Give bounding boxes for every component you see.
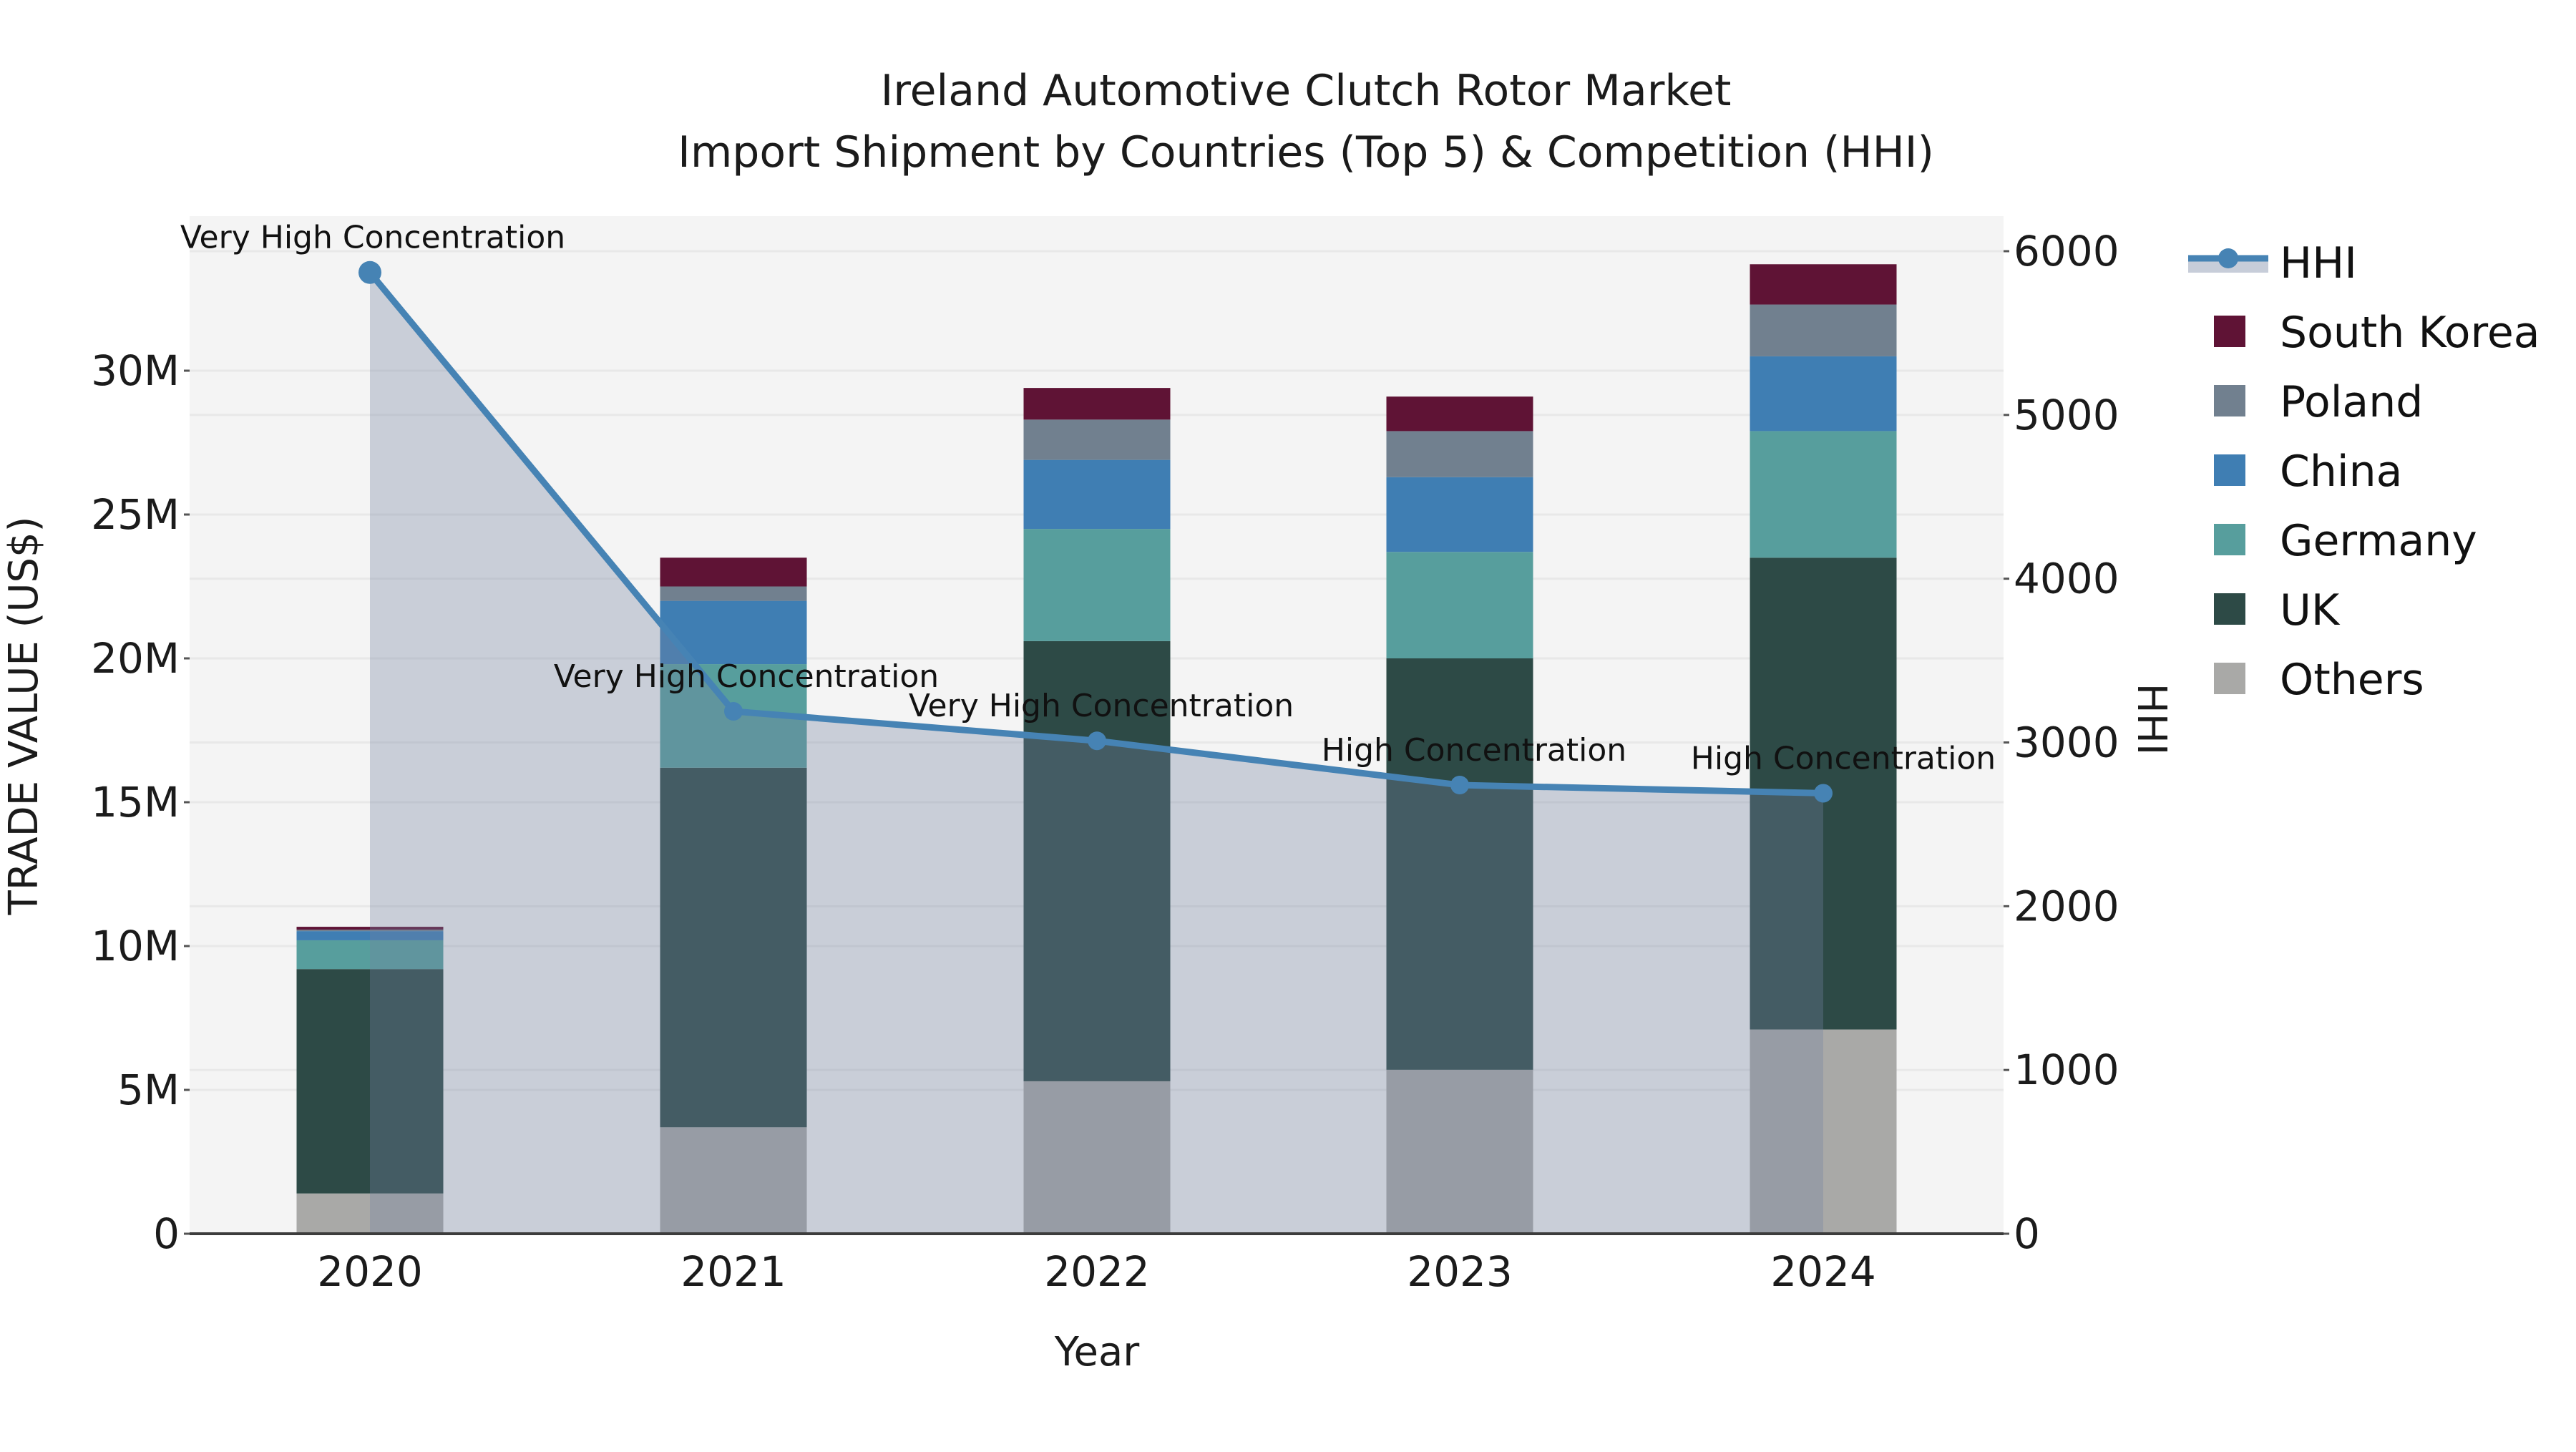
legend-label-poland: Poland <box>2280 377 2423 427</box>
legend-item-others: Others <box>2214 655 2424 705</box>
bar-2021-south-korea <box>660 557 807 587</box>
y-left-tick-25M: 25M <box>91 490 180 539</box>
y-left-tick-10M: 10M <box>91 922 180 970</box>
bar-2020-uk <box>296 969 444 1194</box>
bar-2022-south-korea <box>1023 388 1171 420</box>
legend-item-poland: Poland <box>2214 377 2423 427</box>
legend-item-germany: Germany <box>2214 516 2477 566</box>
hhi-marker-2024 <box>1814 784 1833 803</box>
legend-item-china: China <box>2214 447 2402 497</box>
y-left-tick-15M: 15M <box>91 778 180 827</box>
y-left-tick-20M: 20M <box>91 634 180 683</box>
bar-2021-uk <box>660 767 807 1128</box>
bar-2024-others <box>1750 1029 1897 1234</box>
annotation-2024: High Concentration <box>1691 740 1996 776</box>
bar-2021-others <box>660 1127 807 1234</box>
y-right-tick-4000: 4000 <box>2014 555 2119 603</box>
bar-2022-poland <box>1023 419 1171 460</box>
bar-2023-germany <box>1386 552 1533 658</box>
bar-2022-china <box>1023 459 1171 530</box>
bar-2023-south-korea <box>1386 396 1533 432</box>
y-right-tick-3000: 3000 <box>2014 718 2119 767</box>
legend-swatch-south-korea <box>2214 316 2245 347</box>
legend-hhi-marker-sample <box>2218 248 2238 268</box>
annotation-2021: Very High Concentration <box>554 658 939 695</box>
y-right-tick-1000: 1000 <box>2014 1046 2119 1094</box>
hhi-marker-2021 <box>724 702 743 721</box>
y-right-tick-0: 0 <box>2014 1209 2040 1258</box>
bar-2024-south-korea <box>1750 264 1897 305</box>
hhi-marker-2022 <box>1088 731 1106 751</box>
bar-2022-others <box>1023 1081 1171 1234</box>
legend-label-hhi: HHI <box>2280 238 2357 288</box>
legend-swatch-china <box>2214 454 2245 486</box>
y-right-tick-6000: 6000 <box>2014 227 2119 276</box>
y-left-tick-0: 0 <box>153 1209 180 1258</box>
annotation-2020: Very High Concentration <box>180 220 565 256</box>
bar-2024-poland <box>1750 304 1897 356</box>
bar-2020-germany <box>296 940 444 970</box>
bar-2023-others <box>1386 1069 1533 1234</box>
x-tick-2020: 2020 <box>317 1247 423 1296</box>
bar-2023-china <box>1386 477 1533 552</box>
y-left-tick-5M: 5M <box>117 1066 180 1114</box>
chart-title-line1: Ireland Automotive Clutch Rotor Market <box>881 66 1732 116</box>
legend-label-others: Others <box>2280 655 2424 705</box>
legend-label-south-korea: South Korea <box>2280 308 2540 358</box>
legend-label-china: China <box>2280 447 2402 497</box>
hhi-marker-2020 <box>358 260 381 284</box>
bar-2020-poland <box>296 930 444 932</box>
bar-2021-poland <box>660 586 807 601</box>
legend-swatch-poland <box>2214 385 2245 416</box>
legend-swatch-germany <box>2214 524 2245 555</box>
legend-item-uk: UK <box>2214 585 2341 635</box>
y-left-tick-30M: 30M <box>91 346 180 395</box>
legend-item-south-korea: South Korea <box>2214 308 2540 358</box>
bar-2023-poland <box>1386 431 1533 477</box>
hhi-area-fill <box>370 272 1823 1234</box>
legend-label-uk: UK <box>2280 585 2341 635</box>
x-axis-title: Year <box>1054 1329 1141 1375</box>
legend-item-hhi: HHI <box>2188 238 2357 288</box>
y-right-tick-5000: 5000 <box>2014 391 2119 439</box>
x-tick-2022: 2022 <box>1044 1247 1150 1296</box>
bar-2023-uk <box>1386 658 1533 1070</box>
x-tick-2024: 2024 <box>1770 1247 1876 1296</box>
x-tick-2021: 2021 <box>680 1247 786 1296</box>
legend: HHI South Korea Poland China Germany UK Others <box>2188 238 2540 705</box>
legend-swatch-others <box>2214 663 2245 694</box>
bar-2024-germany <box>1750 431 1897 558</box>
x-tick-2023: 2023 <box>1407 1247 1513 1296</box>
bar-2020-others <box>296 1193 444 1234</box>
chart-title-line2: Import Shipment by Countries (Top 5) & C… <box>678 127 1934 177</box>
bar-2020-china <box>296 931 444 940</box>
annotation-2022: Very High Concentration <box>909 688 1294 724</box>
y-right-axis-title: HHI <box>2128 683 2175 756</box>
bar-2022-uk <box>1023 640 1171 1081</box>
bar-2022-germany <box>1023 529 1171 641</box>
annotation-2023: High Concentration <box>1322 732 1626 769</box>
y-left-axis-title: TRADE VALUE (US$) <box>1 517 47 916</box>
legend-swatch-uk <box>2214 593 2245 625</box>
bar-2020-south-korea <box>296 927 444 930</box>
hhi-marker-2023 <box>1450 775 1469 794</box>
bar-2024-china <box>1750 356 1897 432</box>
legend-label-germany: Germany <box>2280 516 2477 566</box>
y-right-tick-2000: 2000 <box>2014 882 2119 930</box>
